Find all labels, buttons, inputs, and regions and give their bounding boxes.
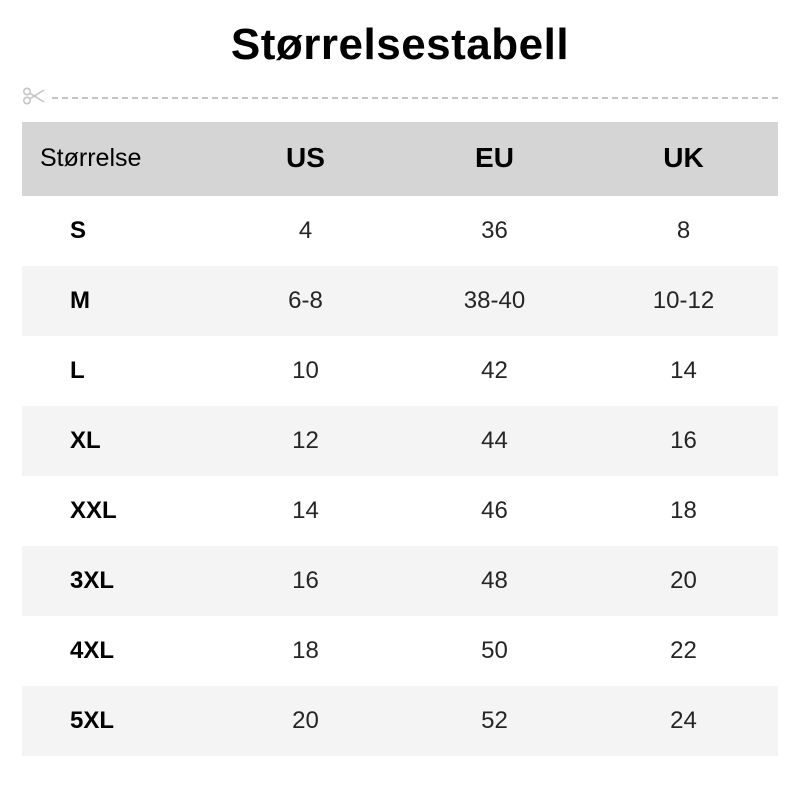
cell-us: 14 [211,476,400,546]
cell-eu: 52 [400,686,589,756]
page-title: Størrelsestabell [22,20,778,70]
cell-uk: 22 [589,616,778,686]
cell-us: 20 [211,686,400,756]
table-row: XXL 14 46 18 [22,476,778,546]
col-header-size: Størrelse [22,122,211,196]
cell-uk: 14 [589,336,778,406]
cell-us: 6-8 [211,266,400,336]
size-table: Størrelse US EU UK S 4 36 8 M 6-8 38-40 … [22,122,778,756]
cell-us: 10 [211,336,400,406]
cell-us: 4 [211,196,400,266]
scissor-icon [22,87,46,110]
table-row: S 4 36 8 [22,196,778,266]
cell-size: 4XL [22,616,211,686]
cell-uk: 20 [589,546,778,616]
cell-us: 12 [211,406,400,476]
cell-uk: 16 [589,406,778,476]
cell-size: L [22,336,211,406]
table-header-row: Størrelse US EU UK [22,122,778,196]
col-header-uk: UK [589,122,778,196]
cell-size: XL [22,406,211,476]
table-row: L 10 42 14 [22,336,778,406]
table-row: XL 12 44 16 [22,406,778,476]
cell-size: 3XL [22,546,211,616]
cell-us: 18 [211,616,400,686]
cell-eu: 50 [400,616,589,686]
col-header-us: US [211,122,400,196]
cell-eu: 42 [400,336,589,406]
cell-uk: 8 [589,196,778,266]
cell-uk: 24 [589,686,778,756]
cell-size: XXL [22,476,211,546]
table-row: M 6-8 38-40 10-12 [22,266,778,336]
cell-uk: 10-12 [589,266,778,336]
table-row: 4XL 18 50 22 [22,616,778,686]
cell-eu: 38-40 [400,266,589,336]
cell-size: S [22,196,211,266]
cell-us: 16 [211,546,400,616]
cell-eu: 44 [400,406,589,476]
cell-eu: 36 [400,196,589,266]
cell-eu: 46 [400,476,589,546]
col-header-eu: EU [400,122,589,196]
cell-size: M [22,266,211,336]
cell-eu: 48 [400,546,589,616]
cell-size: 5XL [22,686,211,756]
table-row: 3XL 16 48 20 [22,546,778,616]
dashed-line [52,97,778,99]
cell-uk: 18 [589,476,778,546]
size-chart-container: Størrelsestabell Størrelse US EU UK S 4 [0,0,800,756]
cut-divider [22,88,778,108]
table-row: 5XL 20 52 24 [22,686,778,756]
